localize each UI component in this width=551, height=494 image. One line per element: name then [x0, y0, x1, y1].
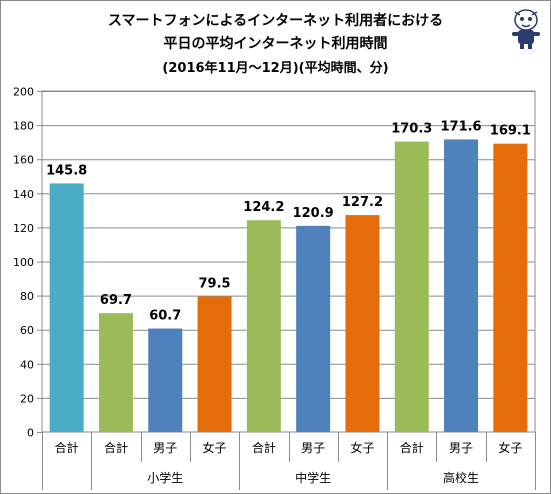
group-label: 高校生: [443, 470, 479, 485]
bar-value-label: 120.9: [293, 206, 334, 221]
category-label: 女子: [350, 440, 374, 455]
bar-value-label: 69.7: [100, 293, 132, 308]
bar: [246, 220, 281, 432]
bar-value-label: 145.8: [46, 163, 87, 178]
y-tick-label: 80: [20, 290, 34, 303]
bar-value-label: 127.2: [342, 195, 383, 210]
category-label: 合計: [252, 440, 276, 455]
bar-value-label: 169.1: [490, 124, 531, 139]
y-tick-label: 180: [13, 120, 34, 133]
chart-title-line2: 平日の平均インターネット利用時間: [163, 36, 388, 52]
bar: [394, 141, 429, 433]
bar: [49, 183, 84, 432]
data-labels: 145.8 69.7 60.7 79.5 124.2 120.9 127.2 170.3 171…: [46, 119, 531, 323]
bar: [197, 296, 232, 432]
y-tick-label: 140: [13, 188, 34, 201]
chart-title-line3: (2016年11月～12月)(平均時間、分): [162, 61, 389, 76]
y-tick-label: 40: [20, 358, 34, 371]
y-tick-label: 160: [13, 154, 34, 167]
bar: [98, 313, 133, 432]
group-label: 中学生: [295, 470, 331, 485]
bar: [345, 215, 380, 432]
axes: 0 20 40 60 80 100 120 140 160 180 200 合計 合計 男子 女子 合計 男子 女…: [13, 86, 536, 490]
y-tick-label: 0: [27, 427, 34, 440]
y-tick-label: 120: [13, 222, 34, 235]
y-tick-label: 100: [13, 256, 34, 269]
bar-value-label: 171.6: [440, 119, 481, 134]
category-label: 男子: [153, 441, 177, 455]
y-tick-label: 60: [20, 324, 34, 337]
y-tick-label: 20: [20, 392, 34, 405]
group-label: 小学生: [147, 470, 183, 485]
category-label: 女子: [203, 440, 227, 455]
bar-value-label: 170.3: [391, 122, 432, 137]
category-label: 合計: [400, 440, 424, 455]
category-label: 男子: [449, 441, 473, 455]
category-label: 合計: [104, 440, 128, 455]
category-label: 男子: [301, 441, 325, 455]
category-label: 合計: [55, 440, 79, 455]
bar-value-label: 60.7: [149, 309, 181, 324]
chart-title-line1: スマートフォンによるインターネット利用者における: [107, 13, 444, 29]
bar: [493, 143, 528, 432]
y-tick-label: 200: [13, 86, 34, 99]
bars: [49, 139, 528, 433]
bar: [148, 328, 183, 432]
category-label: 女子: [498, 440, 522, 455]
bar: [296, 225, 331, 432]
mascot-logo-icon: [512, 9, 540, 49]
bar-value-label: 124.2: [243, 200, 284, 215]
bar-value-label: 79.5: [199, 276, 231, 291]
bar: [444, 139, 479, 432]
